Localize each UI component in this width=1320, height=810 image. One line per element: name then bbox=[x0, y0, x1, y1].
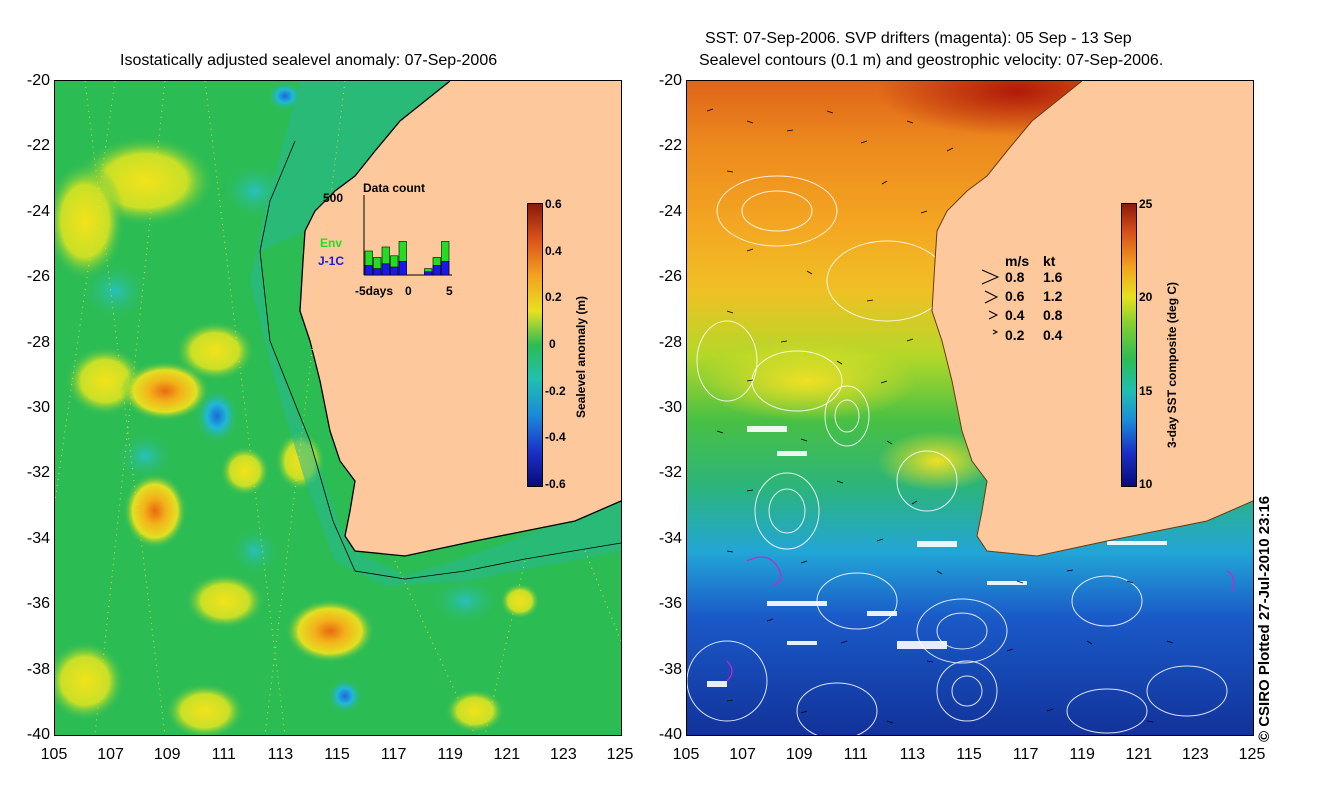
inset-title: Data count bbox=[363, 181, 426, 195]
left-y-tick: -32 bbox=[26, 464, 50, 482]
velocity-legend-ms: 0.4 bbox=[1005, 307, 1025, 323]
right-x-tick: 115 bbox=[956, 746, 982, 763]
left-y-tick: -34 bbox=[26, 529, 50, 547]
left-y-tick: -40 bbox=[26, 726, 50, 743]
right-y-tick: -36 bbox=[658, 595, 682, 613]
left-y-tick: -22 bbox=[26, 137, 50, 155]
right-y-tick: -26 bbox=[658, 268, 682, 286]
velocity-legend-ms: 0.8 bbox=[1005, 269, 1025, 285]
right-x-tick: 111 bbox=[843, 746, 868, 763]
left-x-tick: 117 bbox=[380, 746, 407, 763]
velocity-legend-ms: 0.6 bbox=[1005, 288, 1025, 304]
right-x-tick: 119 bbox=[1069, 746, 1095, 763]
left-y-tick: -38 bbox=[26, 660, 50, 678]
right-x-tick: 123 bbox=[1182, 746, 1209, 763]
sealevel-cb-tick: 0.2 bbox=[545, 290, 562, 304]
left-x-tick: 109 bbox=[153, 746, 181, 763]
j1c-count-bar bbox=[441, 261, 450, 276]
j1c-count-bar bbox=[373, 268, 382, 276]
left-x-tick: 111 bbox=[211, 746, 236, 763]
j1c-count-bar bbox=[424, 271, 433, 276]
right-y-tick: -40 bbox=[658, 726, 682, 743]
sealevel-cb-tick: 0.6 bbox=[545, 197, 562, 211]
left-y-tick: -24 bbox=[26, 202, 50, 220]
velocity-legend-kt: 1.2 bbox=[1043, 288, 1063, 304]
data-count-histogram bbox=[363, 195, 452, 276]
sst-cb-tick: 25 bbox=[1139, 197, 1153, 211]
velocity-legend-arrows bbox=[981, 269, 1000, 335]
left-map-title: Isostatically adjusted sealevel anomaly:… bbox=[120, 52, 498, 69]
j1c-count-bar bbox=[398, 261, 407, 276]
sealevel-anomaly-map[interactable] bbox=[54, 80, 622, 736]
right-x-tick: 105 bbox=[672, 746, 700, 763]
velocity-legend-kt: 0.8 bbox=[1043, 307, 1063, 323]
right-x-tick: 121 bbox=[1125, 746, 1153, 763]
inset-y-max: 500 bbox=[323, 191, 344, 205]
left-x-tick: 115 bbox=[324, 746, 350, 763]
left-y-tick: -28 bbox=[26, 333, 50, 351]
sealevel-cb-tick: 0 bbox=[549, 337, 556, 351]
right-y-tick: -20 bbox=[658, 72, 682, 89]
left-x-tick: 105 bbox=[40, 746, 68, 763]
sealevel-colorbar-label: Sealevel anomaly (m) bbox=[574, 295, 588, 418]
velocity-legend-ms: 0.2 bbox=[1005, 327, 1025, 343]
sealevel-colorbar bbox=[527, 203, 543, 487]
j1c-count-bar bbox=[364, 265, 373, 276]
velocity-legend-header-kt: kt bbox=[1043, 253, 1056, 269]
sealevel-cb-tick: -0.6 bbox=[545, 477, 566, 491]
velocity-legend-kt: 0.4 bbox=[1043, 327, 1063, 343]
sealevel-cb-tick: -0.4 bbox=[545, 430, 566, 444]
left-x-tick: 123 bbox=[550, 746, 577, 763]
sealevel-cb-tick: -0.2 bbox=[545, 384, 566, 398]
right-y-tick: -22 bbox=[658, 137, 682, 155]
velocity-legend-header-ms: m/s bbox=[1005, 253, 1030, 269]
sst-colorbar bbox=[1121, 203, 1137, 487]
left-x-tick: 113 bbox=[267, 746, 294, 763]
left-y-tick: -36 bbox=[26, 595, 50, 613]
right-y-tick: -34 bbox=[658, 529, 682, 547]
sealevel-map-svg bbox=[55, 81, 621, 735]
left-x-tick: 121 bbox=[493, 746, 521, 763]
sst-colorbar-label: 3-day SST composite (deg C) bbox=[1165, 281, 1179, 448]
sst-map[interactable] bbox=[686, 80, 1254, 736]
sst-map-svg bbox=[687, 81, 1253, 735]
inset-x-label-start: -5days bbox=[355, 284, 394, 298]
right-x-tick: 125 bbox=[1238, 746, 1266, 763]
inset-legend-env: Env bbox=[320, 236, 343, 250]
j1c-count-bar bbox=[390, 266, 399, 276]
right-y-tick: -24 bbox=[658, 202, 682, 220]
sst-cb-tick: 20 bbox=[1139, 290, 1153, 304]
j1c-count-bar bbox=[381, 263, 390, 276]
left-x-tick: 125 bbox=[606, 746, 634, 763]
right-map-title-line2: Sealevel contours (0.1 m) and geostrophi… bbox=[699, 52, 1164, 69]
right-y-tick: -30 bbox=[658, 399, 682, 416]
right-y-tick: -28 bbox=[658, 333, 682, 351]
right-x-tick: 117 bbox=[1012, 746, 1039, 763]
copyright-note: © CSIRO Plotted 27-Jul-2010 23:16 bbox=[1256, 495, 1273, 742]
inset-legend-j1c: J-1C bbox=[318, 254, 345, 268]
right-x-tick: 113 bbox=[899, 746, 926, 763]
right-y-tick: -32 bbox=[658, 464, 682, 482]
right-x-tick: 109 bbox=[785, 746, 813, 763]
right-y-tick: -38 bbox=[658, 660, 682, 678]
velocity-legend-kt: 1.6 bbox=[1043, 269, 1063, 285]
left-y-tick: -30 bbox=[26, 399, 50, 416]
inset-x-label-end: 5 bbox=[446, 284, 453, 298]
sealevel-cb-tick: 0.4 bbox=[545, 244, 562, 258]
j1c-count-bar bbox=[432, 265, 441, 276]
right-map-title-line1: SST: 07-Sep-2006. SVP drifters (magenta)… bbox=[705, 30, 1132, 47]
left-y-tick: -20 bbox=[26, 72, 50, 89]
left-x-tick: 119 bbox=[437, 746, 463, 763]
right-x-tick: 107 bbox=[729, 746, 756, 763]
left-y-tick: -26 bbox=[26, 268, 50, 286]
inset-x-label-zero: 0 bbox=[405, 284, 412, 298]
left-x-tick: 107 bbox=[97, 746, 124, 763]
sst-cb-tick: 15 bbox=[1139, 384, 1153, 398]
sst-cb-tick: 10 bbox=[1139, 477, 1153, 491]
